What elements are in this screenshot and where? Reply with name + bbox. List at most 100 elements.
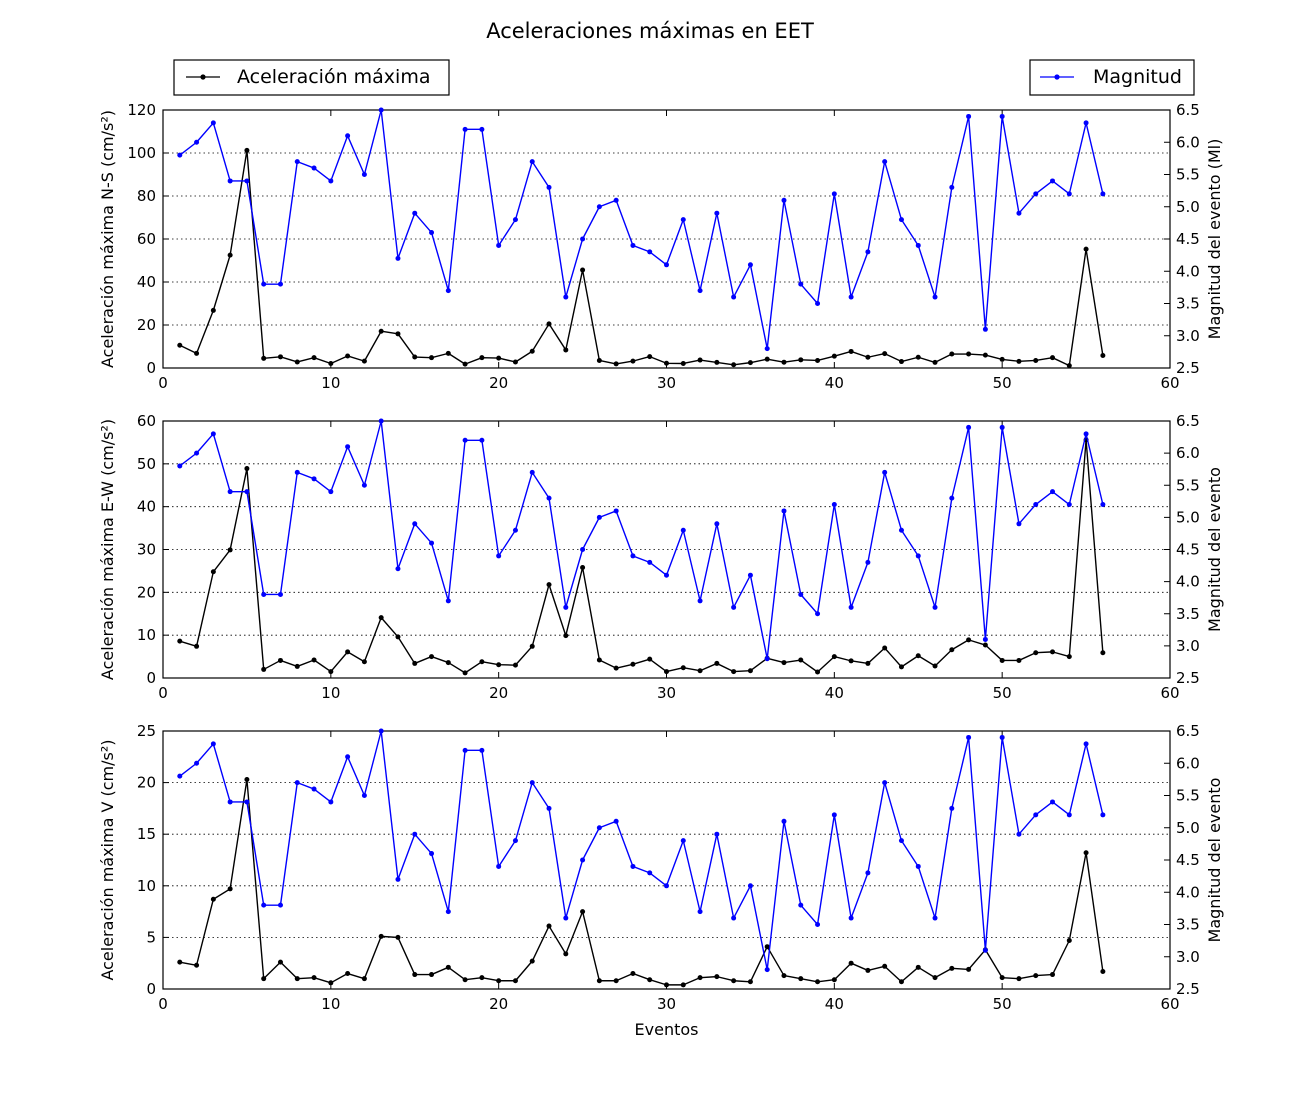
data-point-magnitud-ns <box>915 242 921 248</box>
data-point-magnitud-ew <box>277 591 283 597</box>
data-point-magnitud-ew <box>563 604 569 610</box>
data-point-magnitud-ns <box>345 133 351 139</box>
data-point-magnitud-v <box>1066 812 1072 818</box>
data-point-magnitud-ew <box>177 463 183 469</box>
data-point-aceleracion-v <box>966 966 972 972</box>
y2-tick-label: 5.5 <box>1176 476 1200 494</box>
data-point-magnitud-v <box>445 909 451 915</box>
data-point-aceleracion-ew <box>949 647 955 653</box>
data-point-magnitud-ew <box>580 547 586 552</box>
y2-tick-label: 4.0 <box>1176 262 1200 280</box>
data-point-aceleracion-ns <box>277 354 283 360</box>
data-point-magnitud-ns <box>361 172 367 177</box>
data-point-magnitud-ns <box>882 159 888 165</box>
data-point-aceleracion-ns <box>378 328 384 334</box>
x-tick-label: 0 <box>158 684 168 702</box>
y2-tick-label: 4.5 <box>1176 851 1200 869</box>
data-point-aceleracion-ew <box>664 669 669 675</box>
data-point-aceleracion-ns <box>261 355 267 361</box>
data-point-magnitud-ew <box>546 495 552 501</box>
data-point-aceleracion-v <box>949 965 955 971</box>
y-tick-label: 20 <box>137 316 156 334</box>
data-point-magnitud-v <box>563 915 569 921</box>
data-point-aceleracion-ns <box>311 355 317 361</box>
data-point-aceleracion-v <box>328 980 334 986</box>
data-point-aceleracion-ew <box>277 657 283 663</box>
panel-v: 0 10 20 30 40 50 60 0 5 10 15 20 25 2.5 3.0 3.5 4.0 4.5 5.… <box>98 722 1224 1039</box>
data-point-aceleracion-v <box>177 959 183 965</box>
data-point-aceleracion-v <box>764 944 770 950</box>
y2-tick-label: 5.0 <box>1176 508 1200 526</box>
data-point-aceleracion-ew <box>1100 650 1106 656</box>
data-point-aceleracion-ns <box>966 351 972 357</box>
data-point-magnitud-ew <box>865 559 871 565</box>
data-point-aceleracion-ns <box>361 358 367 364</box>
data-point-magnitud-v <box>294 780 300 786</box>
legend-right-marker <box>1054 74 1060 80</box>
data-point-magnitud-v <box>496 863 502 869</box>
data-point-magnitud-ew <box>596 514 602 520</box>
data-point-magnitud-v <box>361 793 367 798</box>
data-point-aceleracion-v <box>647 977 653 983</box>
data-point-magnitud-ns <box>445 288 451 294</box>
data-point-aceleracion-v <box>781 973 787 979</box>
data-point-aceleracion-v <box>479 975 485 981</box>
data-point-magnitud-v <box>177 773 183 779</box>
data-point-magnitud-ns <box>277 281 283 287</box>
data-point-magnitud-v <box>412 831 418 837</box>
legend-right-label: Magnitud <box>1093 66 1182 88</box>
data-point-magnitud-v <box>882 780 888 786</box>
data-point-magnitud-ns <box>815 301 821 306</box>
data-point-aceleracion-v <box>848 960 854 966</box>
data-point-aceleracion-ew <box>1066 654 1072 660</box>
y2-tick-label: 6.0 <box>1176 133 1200 151</box>
data-point-magnitud-ns <box>496 242 502 248</box>
data-point-magnitud-v <box>932 915 938 921</box>
data-point-aceleracion-v <box>345 971 351 977</box>
data-point-magnitud-ew <box>1050 489 1056 495</box>
data-point-aceleracion-ew <box>462 670 468 676</box>
series-line-magnitud-v <box>179 730 1104 971</box>
y2-tick-label: 3.5 <box>1176 295 1200 313</box>
y2-tick-label: 5.0 <box>1176 198 1200 216</box>
data-point-aceleracion-ns <box>210 307 216 313</box>
data-point-magnitud-ns <box>798 281 804 287</box>
data-point-aceleracion-ew <box>529 643 535 649</box>
y-tick-label: 20 <box>137 774 156 792</box>
data-point-magnitud-ew <box>764 656 770 662</box>
data-point-aceleracion-ns <box>345 353 351 359</box>
data-point-magnitud-ns <box>244 178 250 184</box>
data-point-aceleracion-ns <box>898 359 904 365</box>
data-point-aceleracion-ew <box>546 582 552 588</box>
data-point-aceleracion-ew <box>345 649 351 655</box>
data-point-magnitud-ns <box>1050 178 1056 184</box>
data-point-aceleracion-ns <box>429 355 435 361</box>
data-point-magnitud-ew <box>1033 502 1039 508</box>
data-point-aceleracion-ns <box>630 358 636 364</box>
data-point-magnitud-ns <box>731 294 737 300</box>
y-tick-label: 100 <box>127 144 156 162</box>
data-point-magnitud-v <box>680 838 686 844</box>
data-point-magnitud-v <box>949 805 955 811</box>
data-point-aceleracion-v <box>563 951 569 957</box>
data-point-aceleracion-ns <box>731 362 737 368</box>
data-point-aceleracion-ns <box>999 356 1005 362</box>
data-point-magnitud-v <box>1016 831 1022 837</box>
data-point-magnitud-ew <box>1016 521 1022 527</box>
data-point-magnitud-ew <box>529 469 535 475</box>
data-point-aceleracion-ew <box>613 665 619 671</box>
chart-title: Aceleraciones máximas en EET <box>486 19 814 43</box>
data-point-aceleracion-v <box>378 933 384 939</box>
data-point-aceleracion-ns <box>496 355 502 361</box>
data-point-aceleracion-ns <box>915 354 921 360</box>
data-point-magnitud-ns <box>563 294 569 300</box>
data-point-aceleracion-v <box>512 978 518 984</box>
data-point-magnitud-ns <box>1016 210 1022 216</box>
data-point-magnitud-v <box>311 786 317 792</box>
data-point-magnitud-ew <box>630 553 636 559</box>
data-point-magnitud-v <box>1100 812 1106 818</box>
data-point-aceleracion-ns <box>848 348 854 354</box>
data-point-aceleracion-ns <box>1033 357 1039 363</box>
data-point-magnitud-ew <box>613 508 619 514</box>
data-point-magnitud-v <box>714 831 720 837</box>
